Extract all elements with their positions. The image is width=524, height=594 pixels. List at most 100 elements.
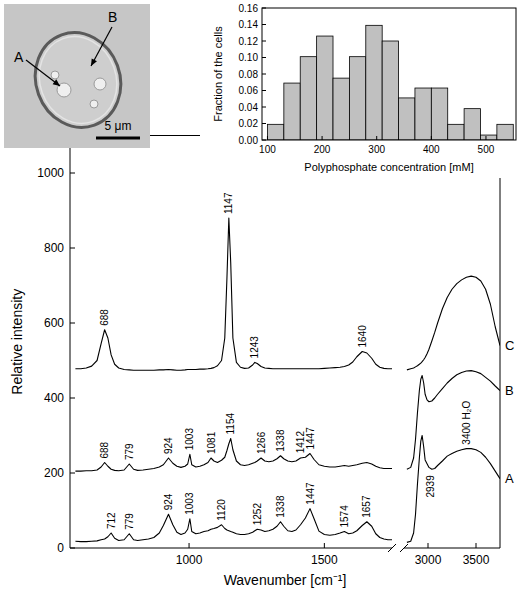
x-tick <box>189 543 190 548</box>
x-tick-label: 100 <box>259 144 276 155</box>
peak-label: 924 <box>163 493 174 510</box>
bar <box>349 57 365 140</box>
traces <box>75 218 392 542</box>
micrograph-background <box>4 4 150 148</box>
spot-label: A <box>14 49 24 65</box>
trace-label: A <box>505 471 514 486</box>
y-axis-title: Fraction of the cells <box>212 26 224 122</box>
y-tick-label: 0.06 <box>239 85 259 96</box>
y-tick-label: 400 <box>44 391 64 405</box>
bar <box>284 83 300 140</box>
x-axis <box>70 548 392 549</box>
y-tick <box>262 41 266 42</box>
peak-label: 1120 <box>216 499 227 521</box>
axis-break <box>400 544 408 552</box>
x-tick-label: 500 <box>478 144 495 155</box>
peak-label: 1081 <box>206 431 217 454</box>
y-tick <box>262 123 266 124</box>
x-tick <box>428 543 429 548</box>
x-tick <box>431 136 432 140</box>
peak-label: 3400 H₂O <box>461 400 472 444</box>
peak-label: 1243 <box>249 336 260 359</box>
x-tick <box>485 136 486 140</box>
peak-label: 1003 <box>184 492 195 515</box>
axis-break <box>388 544 396 552</box>
trace-label: B <box>505 383 514 398</box>
x-tick-label: 1500 <box>311 553 338 567</box>
y-tick-label: 800 <box>44 241 64 255</box>
spectrum-panel: 0200400600800100010001500688114712431640… <box>9 132 396 589</box>
y-tick <box>262 8 266 9</box>
x-tick-label: 300 <box>368 144 385 155</box>
bar <box>267 124 283 140</box>
y-tick-label: 0.00 <box>239 135 259 146</box>
bar <box>382 41 398 140</box>
x-tick-label: 400 <box>423 144 440 155</box>
vacuole <box>94 78 106 90</box>
bars <box>267 25 513 140</box>
y-tick-label: 0.10 <box>239 52 259 63</box>
peak-label: 924 <box>163 437 174 454</box>
y-tick-label: 0.04 <box>239 102 259 113</box>
y-tick-label: 0.08 <box>239 69 259 80</box>
bar <box>431 88 447 140</box>
peak-label: 1252 <box>252 503 263 526</box>
peak-label: 2939 <box>425 475 436 498</box>
figure: 0200400600800100010001500688114712431640… <box>0 0 524 594</box>
x-tick-label: 200 <box>314 144 331 155</box>
vacuole <box>90 100 98 108</box>
y-tick <box>70 173 75 174</box>
spectrum-line <box>407 276 500 370</box>
y-tick-label: 600 <box>44 316 64 330</box>
bar <box>448 124 464 140</box>
spectrum-panel: 30003500ABC29393400 H₂O <box>400 132 514 568</box>
spot-label: B <box>108 9 117 25</box>
bar <box>366 25 382 140</box>
peak-label: 1147 <box>223 192 234 214</box>
y-tick-label: 1000 <box>37 166 64 180</box>
frame <box>262 8 516 140</box>
y-axis <box>70 136 71 549</box>
x-axis-title: Polyphosphate concentration [mM] <box>304 161 473 173</box>
peak-label: 1657 <box>361 495 372 518</box>
x-axis <box>404 548 500 549</box>
bar <box>464 109 480 140</box>
peak-label: 1338 <box>275 495 286 518</box>
y-tick-label: 0.12 <box>239 36 259 47</box>
histogram-inset: 0.000.020.040.060.080.100.120.140.161002… <box>200 2 522 178</box>
bar <box>497 124 513 140</box>
cell-wall <box>22 21 134 140</box>
y-tick-label: 0 <box>57 541 64 555</box>
spectrum-line <box>75 439 392 472</box>
scale-bar-label: 5 μm <box>105 119 132 133</box>
peak-label: 688 <box>99 309 110 326</box>
arrow <box>26 60 60 86</box>
y-tick <box>70 248 75 249</box>
arrow-head <box>91 58 97 66</box>
peak-label: 1640 <box>357 325 368 348</box>
x-tick <box>476 543 477 548</box>
bar <box>300 57 316 140</box>
peak-label: 1447 <box>305 427 316 450</box>
spectrum-line <box>407 436 500 543</box>
y-tick <box>262 24 266 25</box>
bar <box>480 135 496 140</box>
x-tick-label: 3000 <box>415 553 442 567</box>
bar <box>317 36 333 140</box>
peak-label: 1266 <box>256 431 267 454</box>
peak-label: 1338 <box>275 429 286 452</box>
peak-label: 712 <box>106 512 117 529</box>
y-tick <box>70 473 75 474</box>
x-tick <box>324 543 325 548</box>
traces <box>407 276 500 542</box>
spectrum-line <box>407 371 500 470</box>
vacuole <box>51 71 59 79</box>
peak-label: 1574 <box>339 505 350 528</box>
y-tick <box>262 140 266 141</box>
scale-bar <box>96 137 140 140</box>
y-tick <box>70 548 75 549</box>
frame-right <box>500 136 501 549</box>
micrograph: A B 5 μm <box>4 4 150 148</box>
y-tick-label: 200 <box>44 466 64 480</box>
trace-label: C <box>505 338 514 353</box>
